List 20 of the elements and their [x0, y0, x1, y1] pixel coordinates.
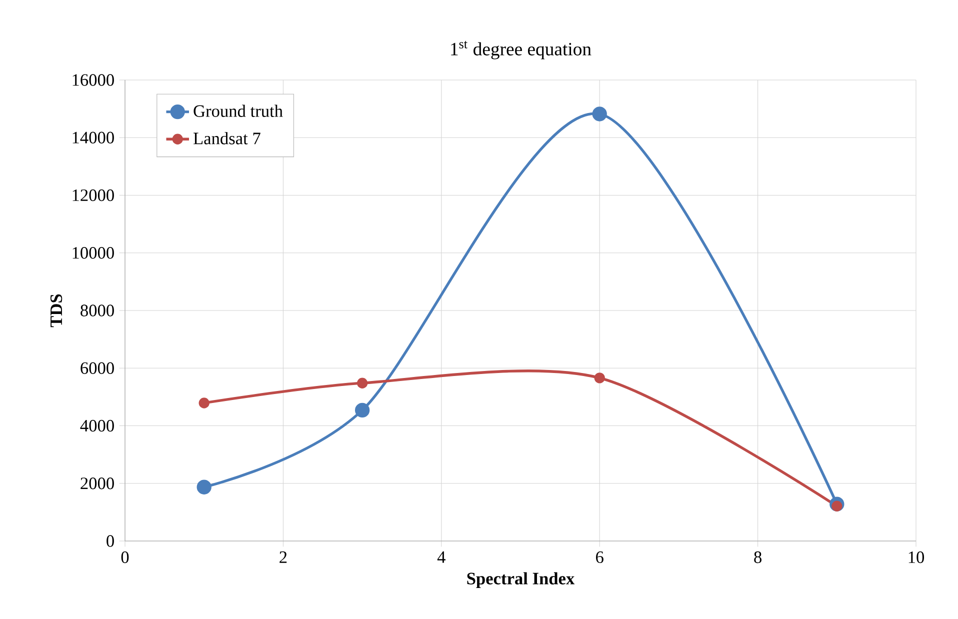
x-tick-label: 0: [121, 551, 129, 564]
y-tick-label: 12000: [72, 189, 114, 202]
x-tick-label: 8: [754, 551, 762, 564]
y-tick-label: 2000: [80, 478, 114, 490]
y-tick-label: 16000: [72, 74, 114, 86]
y-axis-title: TDS: [50, 294, 62, 328]
x-axis-title: Spectral Index: [467, 572, 575, 588]
x-tick-label: 10: [908, 551, 924, 564]
chart-title: 1$^{st}$ degree equation: [451, 40, 592, 60]
y-tick-label: 10000: [72, 247, 114, 259]
y-tick-label: 0: [106, 535, 114, 547]
x-tick-label: 4: [437, 551, 446, 563]
y-tick-label: 8000: [80, 304, 114, 316]
legend-label: Ground truth: [194, 104, 283, 117]
y-tick-label: 14000: [72, 132, 114, 144]
x-tick-label: 6: [596, 551, 604, 564]
y-tick-label: 4000: [80, 420, 114, 432]
x-tick-label: 2: [280, 551, 287, 563]
y-tick-label: 6000: [80, 362, 114, 374]
legend-label: Landsat 7: [194, 132, 260, 144]
